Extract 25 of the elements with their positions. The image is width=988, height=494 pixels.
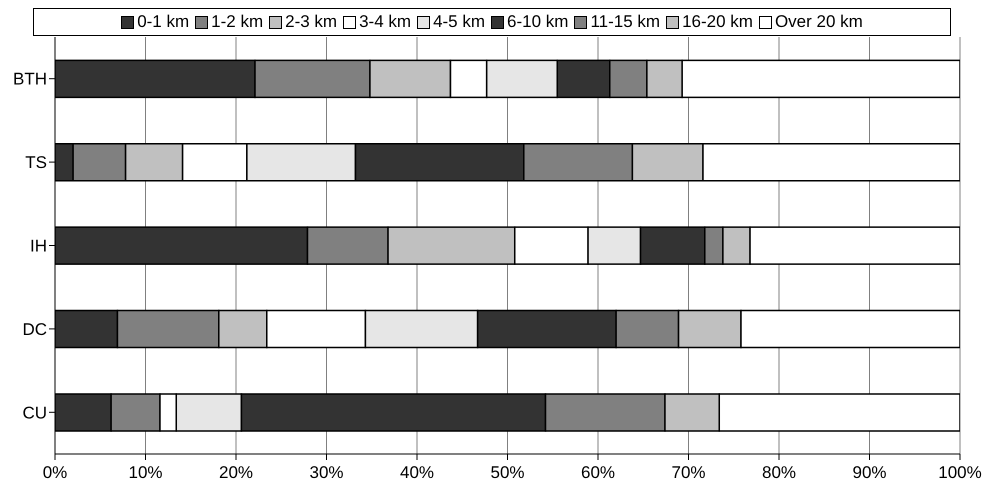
x-tick-label: 20%	[218, 463, 254, 482]
y-tick-label: TS	[25, 153, 47, 172]
x-tick-label: 10%	[128, 463, 163, 482]
legend-label: 6-10 km	[507, 12, 568, 32]
x-tick-label: 40%	[400, 463, 434, 482]
y-tick-label: CU	[22, 403, 47, 422]
x-tick-label: 60%	[580, 463, 616, 482]
x-tick-label: 100%	[938, 463, 982, 482]
x-tick-label: 70%	[671, 463, 706, 482]
x-tick-label: 30%	[309, 463, 344, 482]
y-tick-label: BTH	[13, 70, 47, 89]
legend-label: 3-4 km	[359, 12, 412, 32]
x-tick-label: 80%	[762, 463, 796, 482]
x-tick-label: 50%	[490, 463, 525, 482]
x-tick-label: 90%	[852, 463, 887, 482]
legend-label: 0-1 km	[137, 12, 190, 32]
x-tick-label: 0%	[42, 463, 68, 482]
legend-label: 11-15 km	[590, 12, 660, 32]
legend-label: Over 20 km	[774, 12, 863, 32]
legend-label: 1-2 km	[211, 12, 264, 32]
legend-label: 4-5 km	[433, 12, 486, 32]
y-tick-label: DC	[22, 320, 47, 339]
legend-label: 16-20 km	[682, 12, 753, 32]
legend-label: 2-3 km	[285, 12, 338, 32]
y-tick-label: IH	[30, 236, 47, 256]
